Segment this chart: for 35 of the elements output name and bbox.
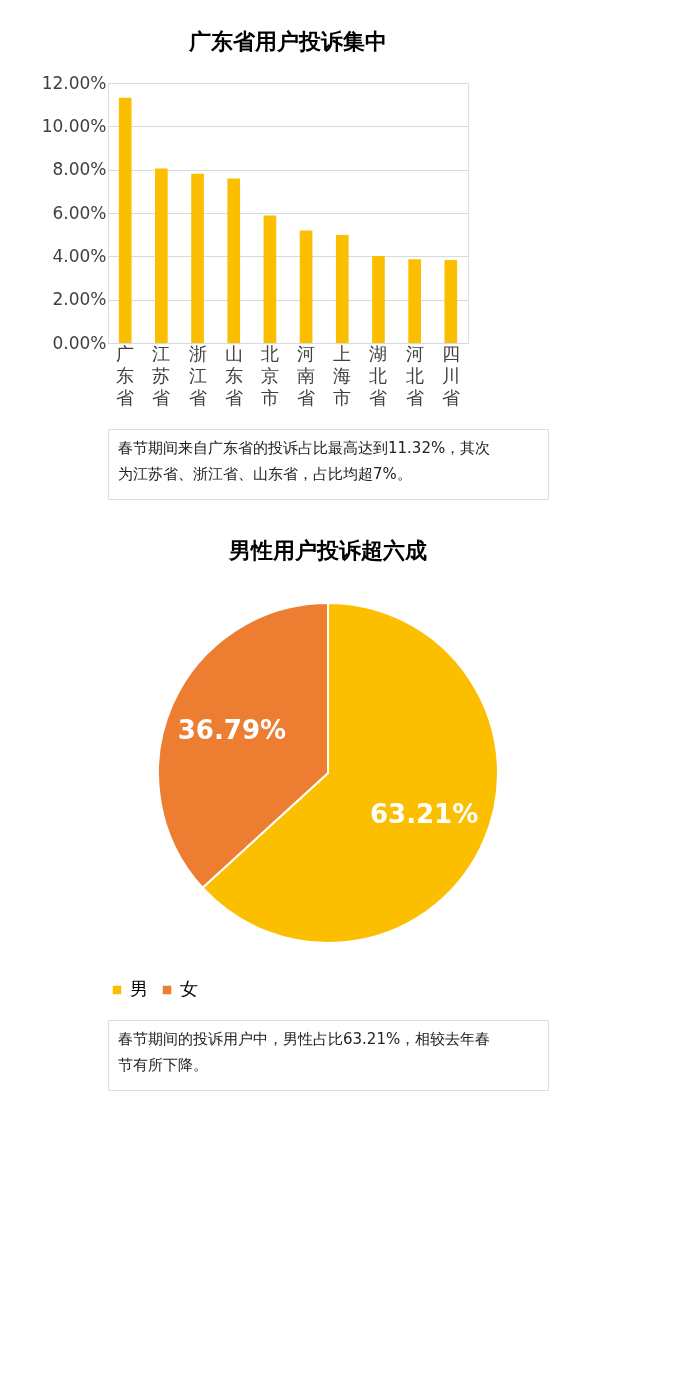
x-tick-label: 北京市: [260, 342, 279, 408]
x-tick-label: 四川省: [441, 342, 460, 408]
x-tick-label: 山东省: [224, 342, 243, 408]
x-tick-label: 湖北省: [369, 342, 388, 408]
bar: [444, 260, 458, 343]
bar: [372, 255, 385, 343]
y-tick-label: 6.00%: [52, 202, 107, 223]
chart-title: 广东省用户投诉集中: [188, 29, 387, 54]
y-tick-label: 8.00%: [52, 159, 107, 180]
data-label: 36.79%: [177, 714, 287, 745]
bar: [155, 168, 168, 343]
text: 春节期间的投诉用户中，男性占比63.21%，相较去年春节有所下降。: [118, 1030, 491, 1074]
x-tick-label: 浙江省: [188, 342, 207, 408]
bar: [191, 173, 204, 343]
bar: [408, 259, 421, 343]
y-tick-label: 4.00%: [52, 245, 107, 266]
x-tick-label: 河南省: [297, 342, 316, 408]
x-tick-label: 河北省: [405, 342, 424, 408]
bar: [227, 178, 241, 343]
data-label: 63.21%: [369, 799, 479, 830]
bar: [299, 230, 313, 343]
y-tick-label: 0.00%: [52, 332, 107, 353]
x-tick-label: 广东省: [116, 342, 135, 408]
bar: [118, 97, 132, 343]
legend-label: 女: [180, 978, 198, 999]
legend-label: 男: [130, 978, 148, 999]
x-tick-label: 上海市: [333, 342, 352, 408]
bar: [335, 234, 349, 343]
y-tick-label: 2.00%: [52, 289, 107, 310]
y-tick-label: 12.00%: [41, 72, 107, 93]
y-tick-label: 10.00%: [41, 115, 107, 136]
text: 春节期间来自广东省的投诉占比最高达到11.32%，其次为江苏省、浙江省、山东省，占比均超7%。: [118, 439, 491, 483]
chart-title: 男性用户投诉超六成: [228, 538, 427, 563]
bar: [263, 215, 277, 343]
x-tick-label: 江苏省: [152, 342, 171, 408]
